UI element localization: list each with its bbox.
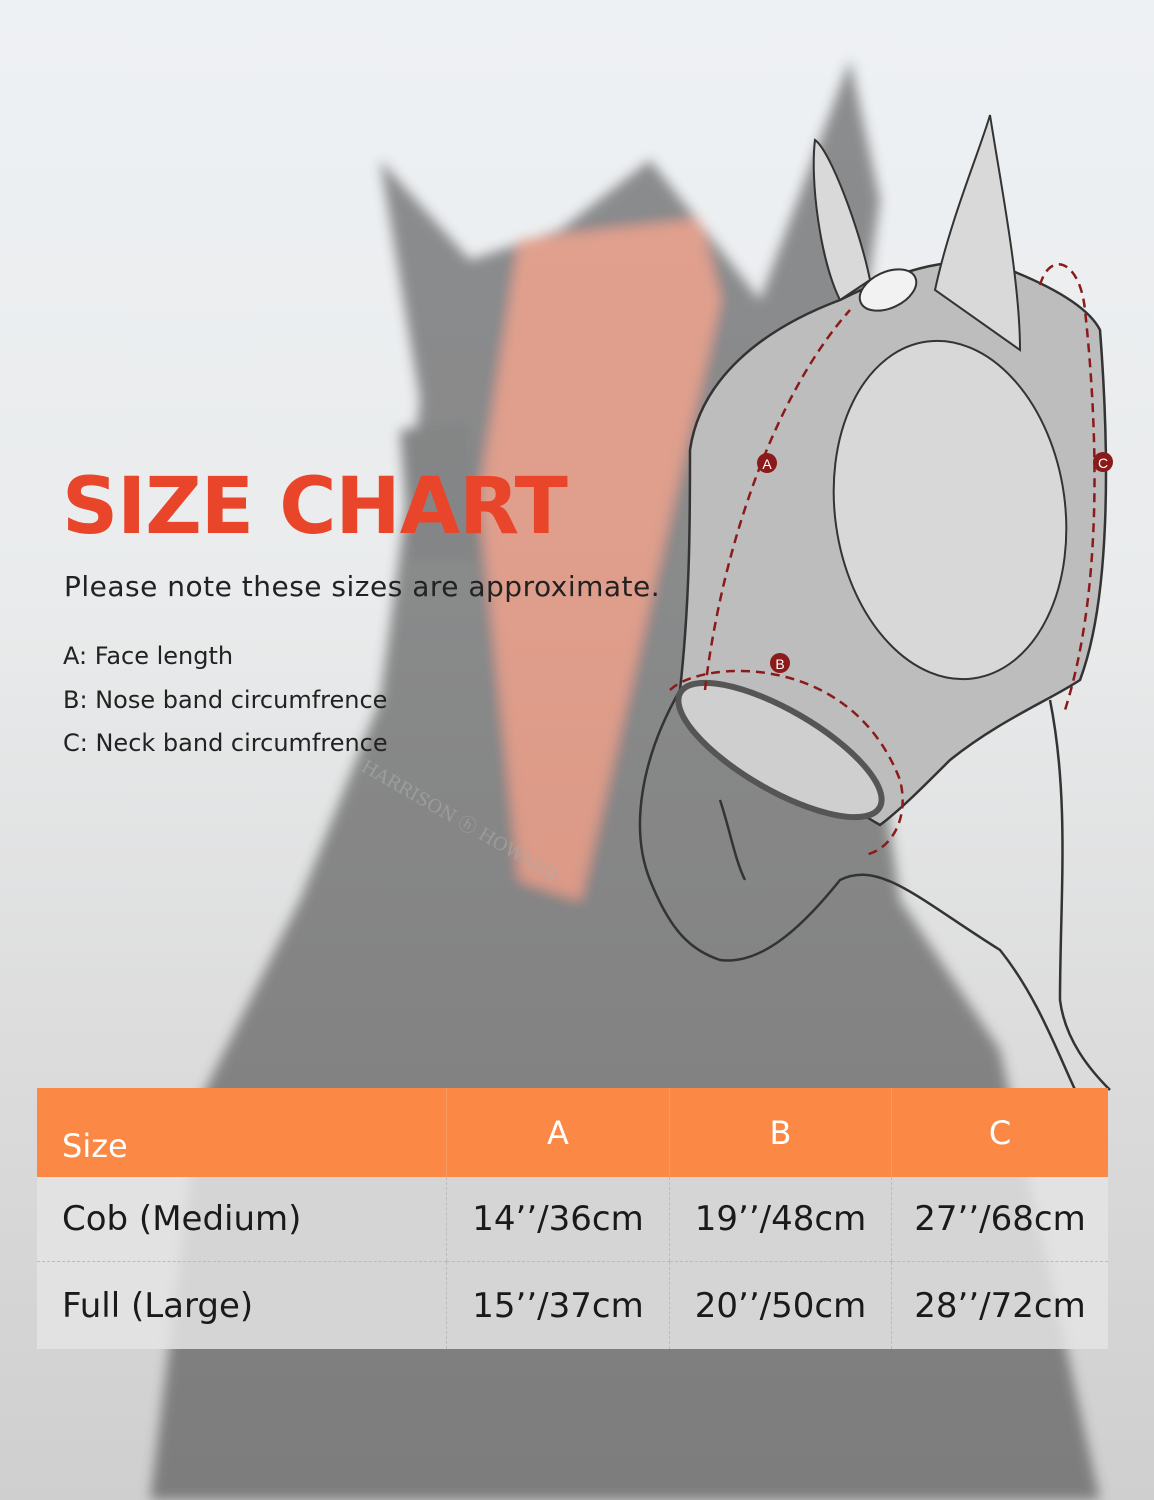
- measurement-lines: [669, 263, 1096, 857]
- horse-head-outline: [638, 689, 1111, 1101]
- table-row: Cob (Medium) 14’’/36cm 19’’/48cm 27’’/68…: [37, 1177, 1108, 1262]
- legend-item-b: B: Nose band circumfrence: [63, 685, 388, 714]
- size-note: Please note these sizes are approximate.: [64, 570, 661, 603]
- measurement-line-c: [1038, 263, 1096, 711]
- marker-c-label: C: [1098, 455, 1108, 471]
- marker-c: C: [1093, 452, 1113, 472]
- marker-b-label: B: [775, 656, 784, 672]
- marker-b: B: [770, 653, 790, 673]
- table-row: Full (Large) 15’’/37cm 20’’/50cm 28’’/72…: [37, 1261, 1108, 1349]
- marker-a: A: [757, 453, 777, 473]
- marker-a-label: A: [762, 456, 772, 472]
- eye-mesh: [832, 339, 1068, 681]
- header-size: Size: [37, 1088, 447, 1177]
- nose-opening: [675, 679, 885, 821]
- header-b: B: [669, 1088, 892, 1177]
- size-table: Size A B C Cob (Medium) 14’’/36cm 19’’/4…: [37, 1088, 1108, 1349]
- cell-size: Cob (Medium): [37, 1177, 447, 1262]
- cell-a: 15’’/37cm: [446, 1261, 670, 1349]
- ear-right: [933, 114, 1022, 352]
- cell-c: 28’’/72cm: [891, 1261, 1108, 1349]
- cell-c: 27’’/68cm: [891, 1177, 1108, 1262]
- measurement-line-b: [669, 669, 904, 857]
- measurement-legend: A: Face length B: Nose band circumfrence…: [63, 642, 388, 773]
- page-title: SIZE CHART: [62, 462, 568, 552]
- ear-left: [812, 138, 872, 302]
- cell-size: Full (Large): [37, 1261, 447, 1349]
- forelock-opening: [858, 268, 918, 312]
- legend-item-a: A: Face length: [63, 642, 234, 670]
- header-c: C: [891, 1088, 1108, 1177]
- header-a: A: [446, 1088, 670, 1177]
- table-header: Size A B C: [37, 1088, 1108, 1177]
- measurement-line-a: [703, 309, 851, 691]
- cell-b: 20’’/50cm: [669, 1261, 892, 1349]
- legend-item-c: C: Neck band circumfrence: [63, 729, 388, 757]
- cell-b: 19’’/48cm: [669, 1177, 892, 1262]
- cell-a: 14’’/36cm: [446, 1177, 670, 1262]
